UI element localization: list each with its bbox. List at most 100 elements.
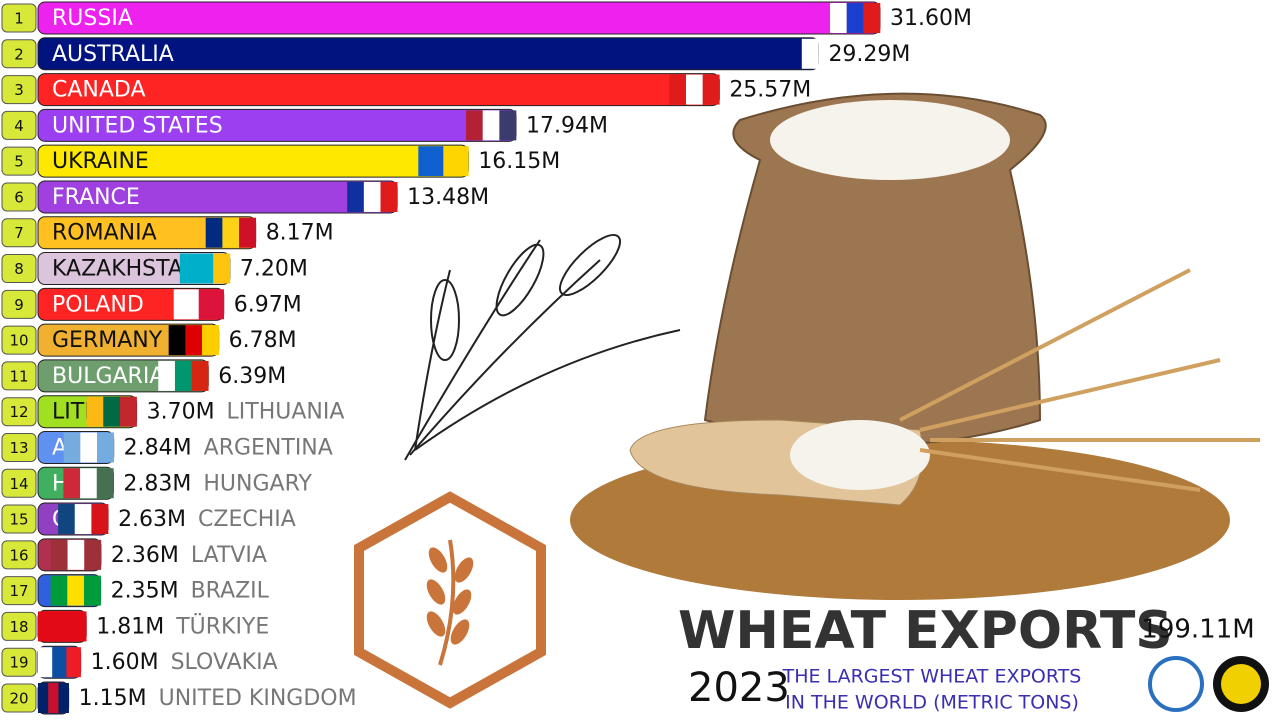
flag-stripe — [198, 289, 225, 320]
flag-stripe — [222, 217, 240, 248]
flag-stripe — [67, 575, 85, 606]
bar-label: FRANCE — [52, 185, 140, 210]
flag-stripe — [67, 539, 85, 570]
rank: 15 — [9, 511, 28, 529]
flag-stripe — [801, 38, 819, 69]
sack — [703, 92, 1047, 446]
value-label: 16.15M — [478, 149, 560, 174]
country-label: BRAZIL — [191, 579, 270, 604]
rank-box — [1, 289, 37, 319]
rank: 1 — [14, 10, 24, 28]
year: 2023 — [688, 665, 790, 711]
flag-stripe — [239, 217, 256, 248]
rank-box — [1, 540, 37, 570]
country-label: HUNGARY — [203, 471, 312, 496]
rank: 8 — [14, 260, 24, 278]
value-label: 1.81M — [96, 614, 164, 639]
rank-box — [1, 432, 37, 462]
rank-box — [1, 647, 37, 677]
flag-stripe — [685, 74, 703, 105]
flag-stripe — [196, 253, 214, 284]
flag-stripe — [185, 325, 203, 356]
bar-label: HUNGARY — [52, 471, 161, 496]
flag-stripe — [63, 432, 81, 463]
flag-stripe — [96, 468, 114, 499]
flag-stripe — [363, 181, 381, 212]
flag-stripe — [768, 38, 786, 69]
hex-grains — [426, 547, 474, 645]
country-label: SLOVAKIA — [171, 650, 278, 675]
flag-stripe — [830, 3, 847, 33]
value-label: 7.20M — [240, 257, 308, 282]
flag-stripe — [179, 253, 197, 284]
flag-stripe — [499, 110, 517, 141]
country-label: UNITED KINGDOM — [159, 686, 357, 711]
rank: 19 — [9, 654, 28, 672]
flag-stripe — [863, 3, 881, 33]
rank: 7 — [14, 224, 24, 242]
rank-box — [1, 468, 37, 498]
rank: 17 — [9, 582, 28, 600]
flag-stripe — [158, 360, 176, 391]
flag-stripe — [173, 289, 200, 320]
flag-stripe — [466, 110, 483, 141]
flag-stripe — [443, 146, 469, 177]
value-label: 29.29M — [828, 42, 910, 67]
bar-label: UKRAINE — [52, 149, 149, 174]
rank: 13 — [9, 439, 28, 457]
flag-stripe — [103, 396, 121, 427]
rank: 11 — [9, 367, 28, 385]
bar — [37, 1, 881, 35]
fao-logo — [1148, 656, 1204, 712]
value-label: 6.97M — [234, 292, 302, 317]
value-label: 2.36M — [111, 543, 179, 568]
value-label: 2.84M — [124, 435, 192, 460]
country-label: ARGENTINA — [204, 435, 333, 460]
flag-stripe — [347, 181, 365, 212]
flag-stripe — [52, 647, 67, 678]
rank-box — [1, 39, 37, 69]
flag-stripe — [63, 468, 81, 499]
rank-box — [1, 218, 37, 248]
rank: 2 — [14, 45, 24, 63]
flag-stripe — [380, 181, 398, 212]
rank-box — [1, 683, 37, 713]
bar-label: KAZAKHSTAN — [52, 257, 199, 282]
wheat-ears — [899, 268, 1260, 492]
flag-stripe — [91, 504, 109, 535]
value-label: 6.39M — [218, 364, 286, 389]
flag-stripe — [97, 432, 114, 463]
rank: 5 — [14, 153, 24, 171]
value-label: 17.94M — [526, 113, 608, 138]
value-label: 2.83M — [123, 471, 191, 496]
rank-box — [1, 325, 37, 355]
bar-label: RUSSIA — [52, 6, 133, 31]
bar-label: GERMANY — [52, 328, 163, 353]
flag-stripe — [48, 683, 59, 714]
value-label: 1.15M — [79, 686, 147, 711]
flag-stripe — [80, 468, 98, 499]
rank: 18 — [9, 618, 28, 636]
flag-stripe — [74, 504, 92, 535]
bar-label: CANADA — [52, 78, 146, 103]
rank-box — [1, 146, 37, 176]
flour-scoop — [790, 420, 930, 490]
rank-box — [1, 361, 37, 391]
wheat-sketch — [404, 234, 681, 461]
rank: 12 — [9, 403, 28, 421]
flag-stripe — [669, 74, 687, 105]
rank-box — [1, 611, 37, 641]
flag-stripe — [58, 683, 69, 714]
hex-wheat — [438, 539, 456, 666]
bar-label: BULGARIA — [52, 364, 164, 389]
value-label: 6.78M — [229, 328, 297, 353]
flag-stripe — [38, 647, 53, 678]
rank: 4 — [14, 117, 24, 135]
bar-label: ROMANIA — [52, 221, 157, 246]
rank-box — [1, 75, 37, 105]
country-label: LATVIA — [191, 543, 267, 568]
flag-stripe — [213, 253, 231, 284]
rank-box — [1, 110, 37, 140]
rank: 9 — [14, 296, 24, 314]
